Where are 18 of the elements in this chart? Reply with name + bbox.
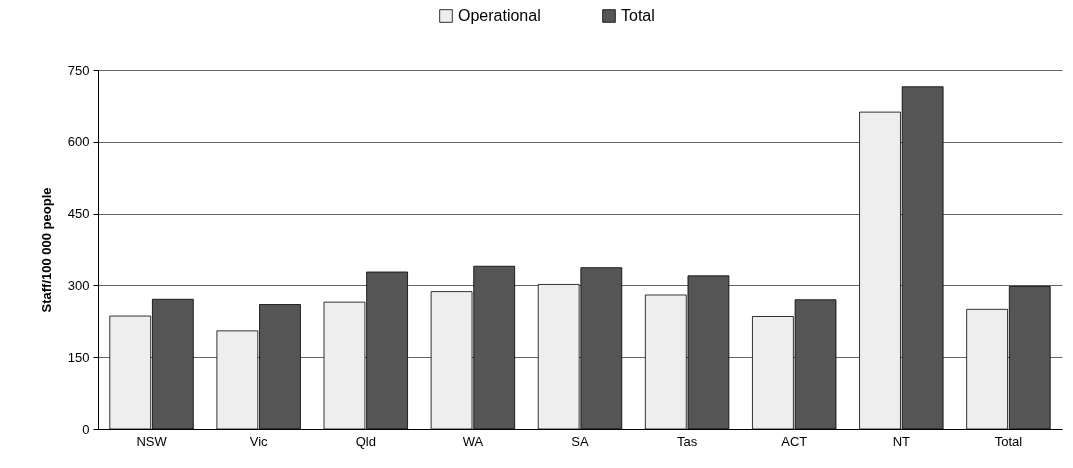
x-tick-label: Qld [355,433,376,449]
x-tick-label: NT [892,433,911,449]
x-tick-label: WA [462,433,484,449]
y-tick-label: 600 [67,134,90,150]
y-tick-label: 0 [82,421,90,437]
x-tick-label: Total [994,433,1023,449]
legend-label: Total [621,7,655,24]
x-tick-label: ACT [781,433,808,449]
y-tick-label: 450 [67,206,90,222]
x-tick-label: Vic [249,433,269,449]
y-tick-label: 150 [67,349,90,365]
y-axis-title: Staff/100 000 people [38,187,54,313]
x-tick-label: SA [571,433,589,449]
y-tick-label: 300 [67,277,90,293]
x-tick-label: Tas [676,433,698,449]
legend-label: Operational [458,7,541,24]
x-tick-label: NSW [136,433,168,449]
y-tick-label: 750 [67,62,90,78]
